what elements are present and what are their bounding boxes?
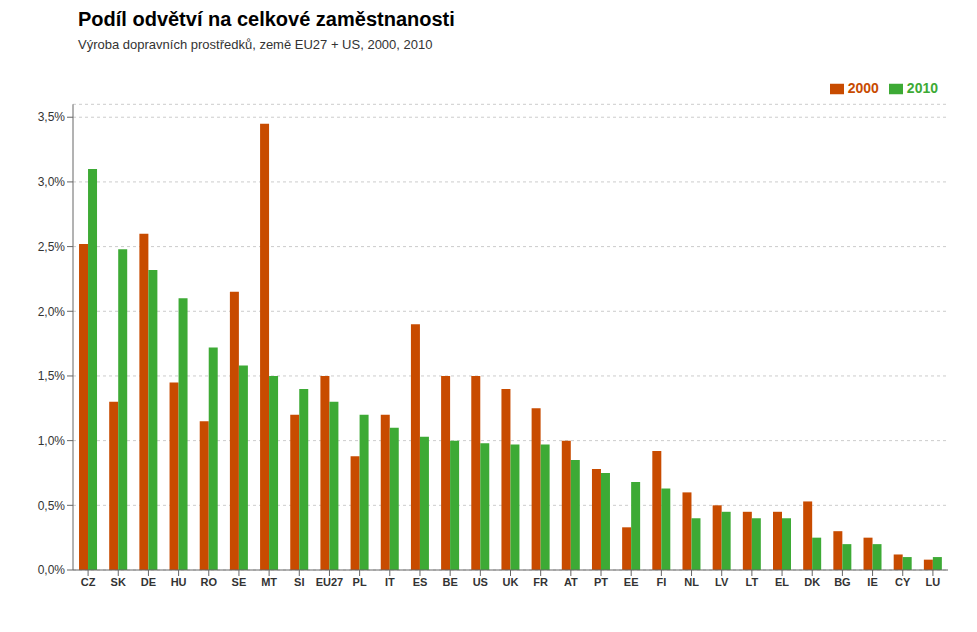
svg-text:BE: BE (443, 576, 458, 588)
svg-text:PL: PL (353, 576, 367, 588)
svg-text:IT: IT (385, 576, 395, 588)
svg-text:US: US (473, 576, 488, 588)
svg-text:HU: HU (171, 576, 187, 588)
html-text:Výroba dopravních prostředků,: Výroba dopravních prostředků, země EU27 … (78, 37, 433, 52)
svg-text:2,5%: 2,5% (38, 240, 66, 254)
svg-text:0,5%: 0,5% (38, 499, 66, 513)
svg-text:FI: FI (656, 576, 666, 588)
svg-text:RO: RO (201, 576, 218, 588)
svg-text:ES: ES (413, 576, 428, 588)
svg-text:FR: FR (533, 576, 548, 588)
svg-text:DE: DE (141, 576, 156, 588)
svg-text:3,5%: 3,5% (38, 110, 66, 124)
svg-text:1,0%: 1,0% (38, 434, 66, 448)
svg-text:SK: SK (111, 576, 126, 588)
svg-text:EU27: EU27 (316, 576, 344, 588)
html-text:Podíl odvětví na celkové zaměs: Podíl odvětví na celkové zaměstnanosti (78, 8, 455, 30)
svg-text:SE: SE (232, 576, 247, 588)
svg-text:2,0%: 2,0% (38, 305, 66, 319)
svg-text:AT: AT (564, 576, 578, 588)
svg-text:UK: UK (503, 576, 519, 588)
svg-text:3,0%: 3,0% (38, 175, 66, 189)
svg-text:LU: LU (926, 576, 941, 588)
svg-text:LV: LV (715, 576, 729, 588)
svg-text:CY: CY (895, 576, 911, 588)
svg-text:EE: EE (624, 576, 639, 588)
svg-text:SI: SI (294, 576, 304, 588)
svg-text:IE: IE (867, 576, 877, 588)
svg-text:PT: PT (594, 576, 608, 588)
svg-text:1,5%: 1,5% (38, 369, 66, 383)
html-text:2000: 2000 (847, 80, 879, 96)
svg-text:NL: NL (684, 576, 699, 588)
svg-text:CZ: CZ (81, 576, 96, 588)
svg-text:BG: BG (834, 576, 851, 588)
svg-text:LT: LT (746, 576, 759, 588)
svg-text:MT: MT (261, 576, 277, 588)
svg-text:DK: DK (804, 576, 820, 588)
svg-text:EL: EL (775, 576, 789, 588)
html-text:2010: 2010 (906, 80, 938, 96)
svg-text:0,0%: 0,0% (38, 563, 66, 577)
